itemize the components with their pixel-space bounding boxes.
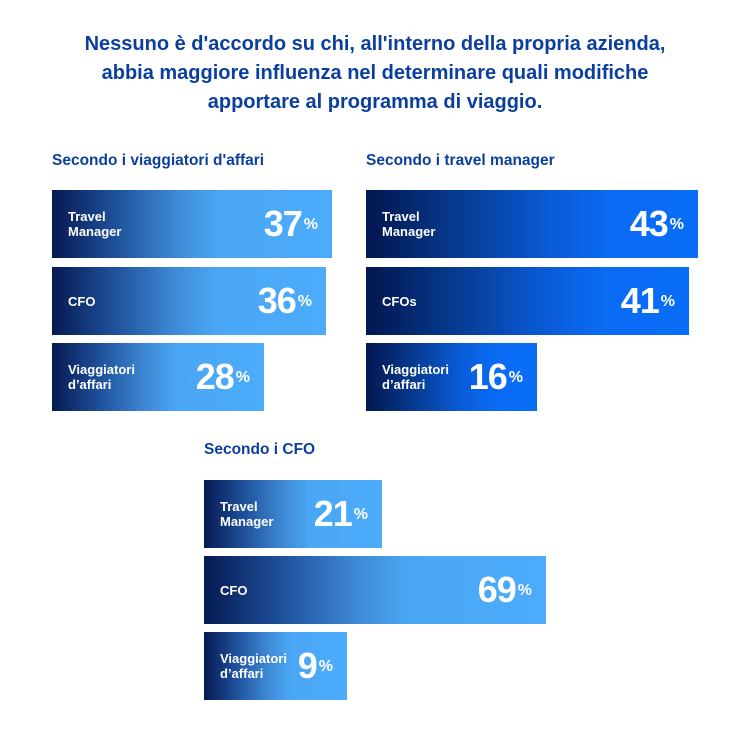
bar-value: 41% <box>620 280 675 321</box>
bar-label: Viaggiatori d’affari <box>220 651 287 681</box>
bar-label: Travel Manager <box>220 499 274 529</box>
bar-value: 36% <box>257 280 312 321</box>
bar-travel-manager: Travel Manager 43% <box>366 190 698 258</box>
bar-value: 9% <box>297 645 333 686</box>
bar-cfos: CFOs 41% <box>366 267 689 335</box>
bar-business-travelers: Viaggiatori d’affari 9% <box>204 632 347 700</box>
bar-label: Viaggiatori d’affari <box>68 362 135 392</box>
group-title-travel-managers: Secondo i travel manager <box>366 152 555 169</box>
page-title: Nessuno è d'accordo su chi, all'interno … <box>0 30 750 117</box>
bar-value: 16% <box>468 356 523 397</box>
title-line-1: Nessuno è d'accordo su chi, all'interno … <box>84 33 666 55</box>
bar-value: 69% <box>477 569 532 610</box>
bar-label: CFO <box>68 293 96 309</box>
bar-cfo: CFO 36% <box>52 267 326 335</box>
title-line-2: abbia maggiore influenza nel determinare… <box>101 62 649 84</box>
bar-business-travelers: Viaggiatori d’affari 28% <box>52 343 264 411</box>
group-title-business-travelers: Secondo i viaggiatori d'affari <box>52 152 265 169</box>
bar-value: 37% <box>263 203 318 244</box>
bar-label: Travel Manager <box>382 209 436 239</box>
group-title-cfos: Secondo i CFO <box>204 441 316 458</box>
bar-label: CFO <box>220 582 248 598</box>
bar-business-travelers: Viaggiatori d’affari 16% <box>366 343 537 411</box>
title-line-3: apportare al programma di viaggio. <box>207 91 543 113</box>
bar-value: 21% <box>313 493 368 534</box>
bar-label: Viaggiatori d’affari <box>382 362 449 392</box>
bar-value: 28% <box>195 356 250 397</box>
bar-label: CFOs <box>382 293 417 309</box>
bar-cfo: CFO 69% <box>204 556 546 624</box>
bar-travel-manager: Travel Manager 21% <box>204 480 382 548</box>
bar-label: Travel Manager <box>68 209 122 239</box>
bar-travel-manager: Travel Manager 37% <box>52 190 332 258</box>
bar-value: 43% <box>629 203 684 244</box>
